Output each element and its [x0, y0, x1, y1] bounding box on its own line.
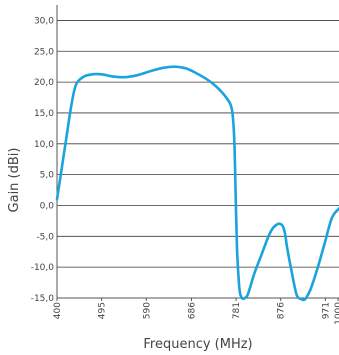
- x-tick-label: 495: [98, 302, 108, 319]
- grid-lines: [57, 20, 339, 268]
- y-tick-label: 25,0: [34, 47, 54, 57]
- x-tick-label: 590: [142, 302, 152, 319]
- gain-series-line: [55, 65, 339, 302]
- series-group: [55, 65, 339, 302]
- x-axis-ticks: 400 495 590 686 781 876 971 1000: [53, 298, 339, 325]
- y-axis-ticks: -15,0 -10,0 -5,0 0,0 5,0 10,0 15,0 20,0 25,0 30,0: [31, 16, 55, 304]
- x-axis-title: Frequency (MHz): [143, 337, 252, 352]
- y-tick-label: 15,0: [34, 109, 54, 119]
- y-tick-label: 30,0: [34, 16, 54, 26]
- y-tick-label: 0,0: [40, 201, 55, 211]
- y-tick-label: -10,0: [31, 263, 55, 273]
- x-tick-label: 1000: [334, 302, 339, 325]
- y-tick-label: 10,0: [34, 140, 54, 150]
- x-tick-label: 971: [321, 302, 331, 319]
- x-tick-label: 686: [187, 302, 197, 319]
- x-tick-label: 876: [277, 302, 287, 319]
- y-tick-label: 20,0: [34, 78, 54, 88]
- y-axis-title: Gain (dBi): [7, 148, 22, 213]
- y-tick-label: -15,0: [31, 294, 55, 304]
- x-tick-label: 400: [53, 302, 63, 319]
- y-tick-label: 5,0: [40, 171, 55, 181]
- x-tick-label: 781: [232, 302, 242, 319]
- y-tick-label: -5,0: [36, 232, 54, 242]
